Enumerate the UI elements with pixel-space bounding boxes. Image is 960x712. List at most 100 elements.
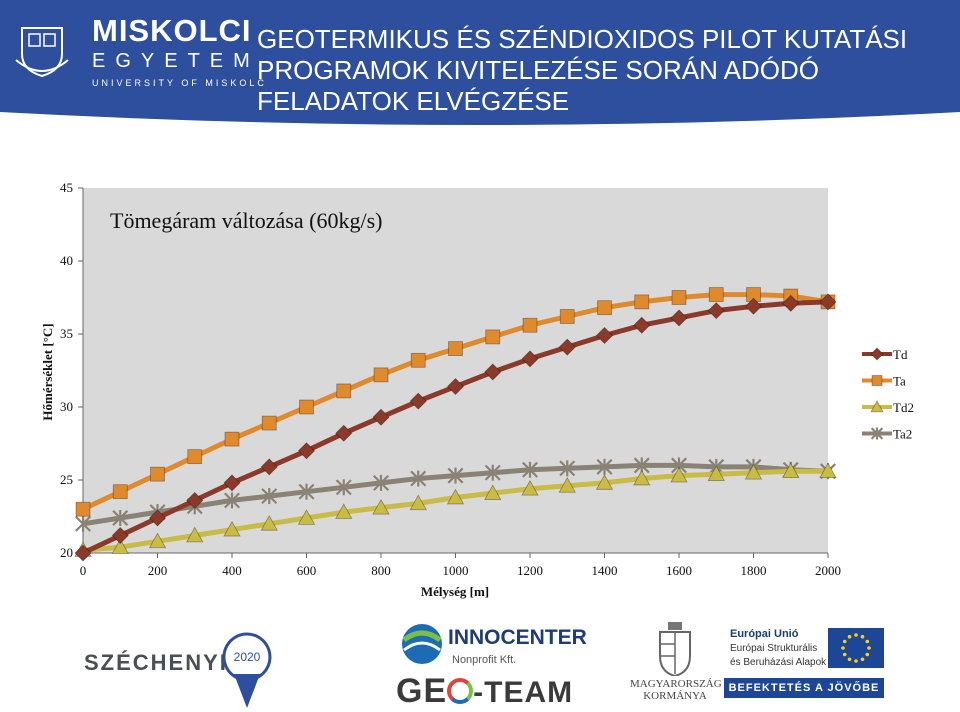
eu-star-icon — [841, 646, 845, 650]
logo-egyetem: EGYETEM — [92, 50, 260, 72]
data-point-td — [446, 377, 465, 396]
data-point-td2 — [148, 532, 167, 549]
data-point-td — [744, 297, 763, 315]
innocenter-globe-icon — [402, 624, 442, 664]
data-point-td — [74, 544, 92, 562]
legend-label: Ta — [893, 374, 906, 389]
data-point-ta — [75, 501, 91, 517]
data-point-td2 — [484, 484, 502, 500]
legend-item-ta: Ta — [862, 374, 906, 389]
eu-line-2: és Beruházási Alapok — [730, 657, 827, 668]
data-point-td — [819, 293, 837, 311]
x-tick-label: 200 — [148, 563, 168, 578]
title-line-2: PROGRAMOK KIVITELEZÉSE SORÁN ADÓDÓ — [257, 55, 820, 85]
geo-team-ring-icon — [447, 678, 474, 704]
data-point-td — [595, 326, 614, 345]
data-point-ta — [448, 341, 463, 357]
legend-label: Ta2 — [893, 427, 912, 442]
data-point-ta — [373, 367, 389, 383]
data-point-td — [148, 509, 167, 527]
data-point-ta2 — [224, 492, 240, 509]
y-tick-label: 30 — [60, 399, 73, 414]
legend-item-td2: Td2 — [862, 400, 914, 415]
university-logo: MISKOLCI EGYETEM UNIVERSITY OF MISKOLC — [92, 13, 267, 89]
header-banner: MISKOLCI EGYETEM UNIVERSITY OF MISKOLC G… — [0, 0, 960, 130]
data-point-ta2 — [522, 461, 538, 478]
data-point-td — [521, 350, 539, 368]
data-point-ta2 — [373, 474, 389, 491]
eu-star-icon — [854, 633, 858, 637]
data-point-td2 — [595, 474, 614, 490]
x-tick-label: 0 — [80, 563, 87, 578]
legend-item-td: Td — [862, 347, 908, 362]
eu-star-icon — [860, 657, 865, 662]
eu-line-1: Európai Strukturális — [730, 643, 818, 654]
data-point-td — [335, 424, 353, 442]
temperature-depth-chart: 20 25 30 35 40 45 0 200 400 600 800 1000 1200 1400 160… — [40, 180, 914, 599]
legend-item-ta2: Ta2 — [862, 427, 912, 442]
geo-team-part-a: GE — [396, 672, 448, 710]
legend-marker — [871, 375, 883, 386]
x-tick-label: 1400 — [592, 563, 618, 578]
banner-background — [0, 0, 960, 125]
university-crest-icon — [15, 27, 69, 78]
data-point-ta — [261, 415, 277, 431]
title-line-3: FELADATOK ELVÉGZÉSE — [257, 86, 570, 116]
data-point-td2 — [670, 466, 688, 483]
data-point-ta — [299, 399, 314, 415]
x-tick-label: 1800 — [741, 563, 767, 578]
eu-star-icon — [867, 646, 871, 650]
x-tick-label: 400 — [222, 563, 242, 578]
legend-marker — [870, 400, 884, 413]
series-layer — [74, 287, 837, 562]
data-point-ta — [224, 431, 240, 447]
data-point-td — [484, 363, 502, 381]
logo-miskolci: MISKOLCI — [92, 13, 252, 48]
data-point-td — [223, 474, 241, 492]
x-tick-label: 1600 — [666, 563, 692, 578]
data-point-td2 — [223, 520, 241, 537]
data-point-ta2 — [484, 464, 501, 481]
data-point-ta — [112, 484, 128, 500]
data-point-td — [633, 316, 651, 334]
eu-star-icon — [847, 657, 852, 662]
data-point-td — [409, 392, 427, 410]
data-point-td2 — [372, 498, 390, 515]
data-point-ta — [559, 309, 575, 324]
data-point-ta — [671, 290, 687, 305]
data-point-td2 — [297, 509, 316, 525]
data-point-ta2 — [261, 488, 278, 505]
series-td2 — [74, 462, 837, 557]
hungary-government-logo: MAGYARORSZÁG KORMÁNYA — [630, 620, 722, 712]
innocenter-logo: INNOCENTER Nonprofit Kft. GE -TEAM — [396, 620, 587, 712]
x-tick-label: 1200 — [517, 563, 543, 578]
title-line-1: GEOTERMIKUS ÉS SZÉNDIOXIDOS PILOT KUTATÁ… — [257, 24, 908, 54]
data-point-td2 — [260, 514, 278, 531]
data-point-ta — [597, 300, 612, 316]
innocenter-sub: Nonprofit Kft. — [452, 654, 517, 666]
eu-star-icon — [854, 659, 858, 663]
data-point-ta2 — [410, 470, 427, 487]
eu-funding-logo: Európai Unió Európai Strukturális és Ber… — [724, 626, 884, 710]
data-point-td2 — [446, 488, 465, 505]
eu-title: Európai Unió — [730, 628, 799, 640]
legend-label: Td — [893, 347, 908, 362]
data-point-td2 — [819, 462, 837, 479]
data-point-td — [186, 491, 204, 510]
data-point-ta2 — [112, 509, 129, 526]
y-tick-label: 40 — [60, 253, 73, 268]
data-point-td2 — [335, 503, 353, 519]
geo-team-logo: GE -TEAM — [396, 672, 573, 711]
legend-marker — [870, 347, 884, 361]
data-point-td2 — [186, 526, 204, 543]
innocenter-name: INNOCENTER — [448, 626, 587, 649]
data-point-ta — [410, 352, 426, 368]
y-tick-label: 35 — [60, 326, 73, 341]
data-point-ta2 — [559, 460, 576, 477]
data-point-td — [670, 309, 688, 327]
eu-star-icon — [865, 639, 870, 644]
data-point-ta — [336, 383, 352, 399]
logo-university-en: UNIVERSITY OF MISKOLC — [92, 78, 267, 88]
x-tick-label: 600 — [297, 563, 317, 578]
data-point-td2 — [782, 462, 800, 479]
